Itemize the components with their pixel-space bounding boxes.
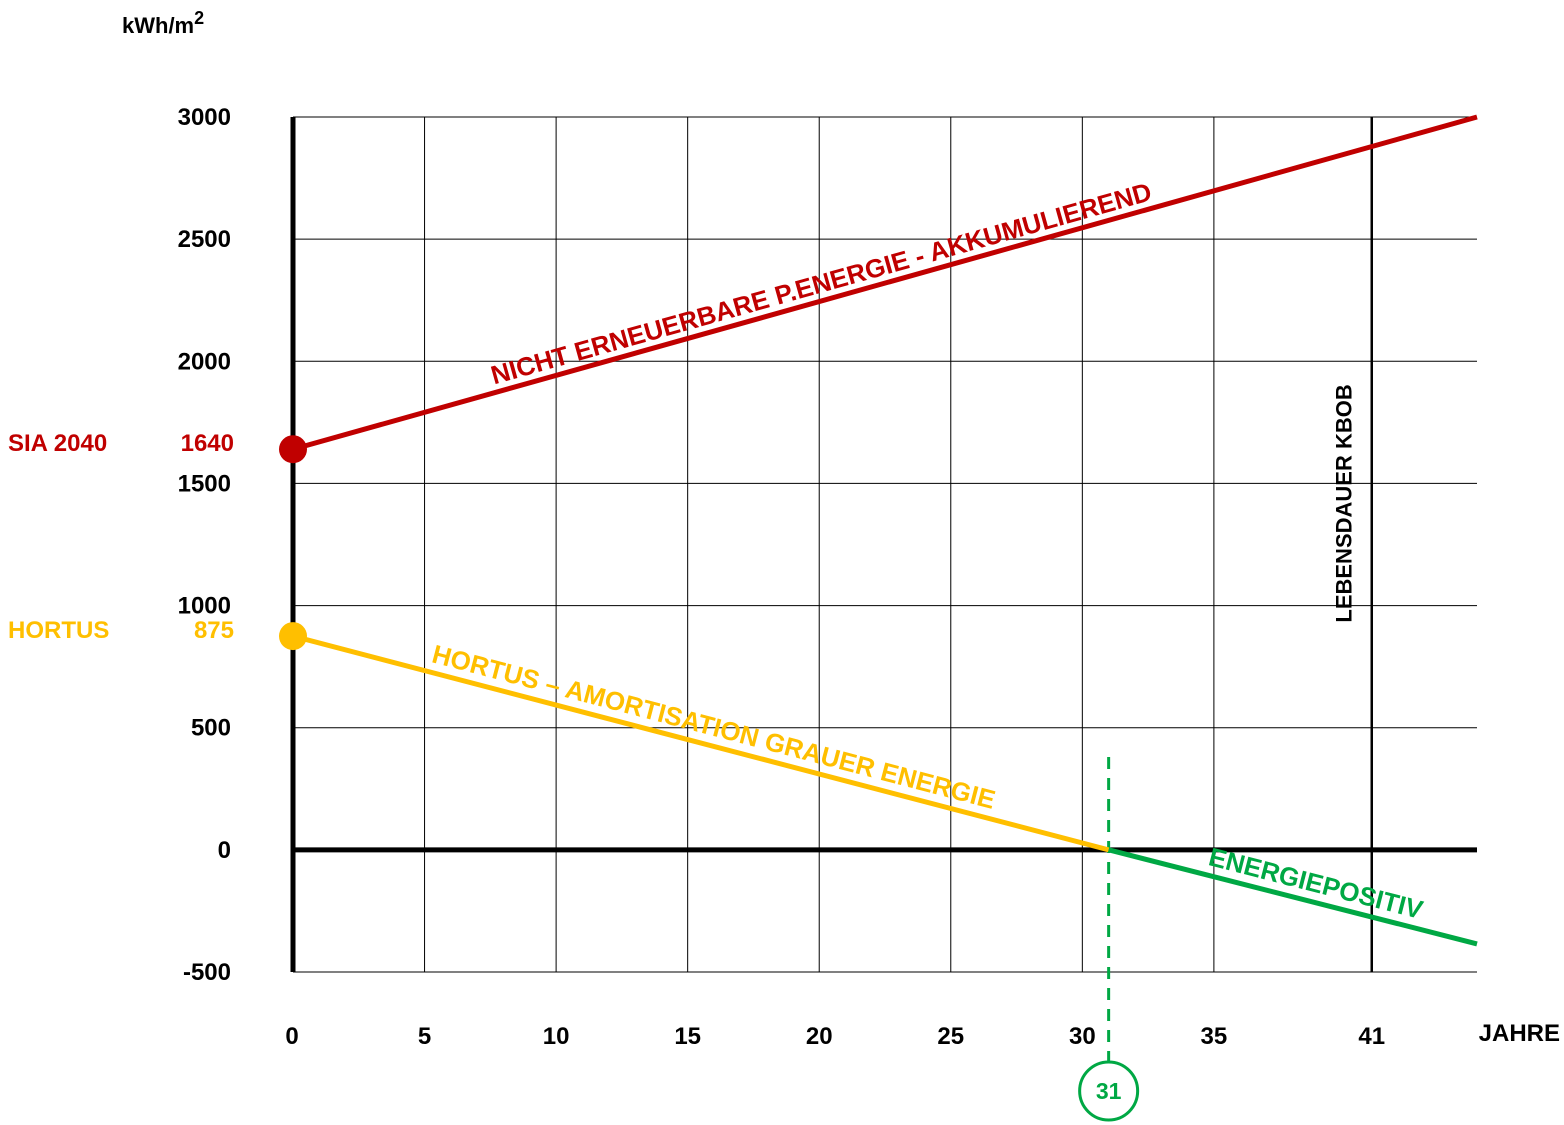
y-axis-title: kWh/m2 xyxy=(122,8,204,38)
y-tick-label-3000: 3000 xyxy=(178,104,231,131)
y-tick-label-1000: 1000 xyxy=(178,593,231,620)
series-label-0: NICHT ERNEUERBARE P.ENERGIE - AKKUMULIER… xyxy=(488,176,1155,390)
y-tick-label-2500: 2500 xyxy=(178,226,231,253)
y-tick-label-500: 500 xyxy=(191,715,231,742)
y-tick-label--500: -500 xyxy=(183,959,231,986)
y-tick-label-2000: 2000 xyxy=(178,348,231,375)
payback-circle xyxy=(1078,1060,1140,1122)
lifetime-label: LEBENSDAUER KBOB xyxy=(1332,384,1357,622)
x-tick-label-5: 5 xyxy=(418,1023,431,1050)
payback-label: 31 xyxy=(1096,1078,1122,1104)
start-marker-name-1: HORTUS xyxy=(8,617,109,644)
x-tick-label-15: 15 xyxy=(674,1023,701,1050)
x-tick-label-25: 25 xyxy=(937,1023,964,1050)
series-lines: NICHT ERNEUERBARE P.ENERGIE - AKKUMULIER… xyxy=(279,114,1478,947)
series-line-1 xyxy=(292,633,1110,853)
x-tick-label-0: 0 xyxy=(285,1023,298,1050)
start-marker-name-0: SIA 2040 xyxy=(8,430,107,457)
x-tick-label-41: 41 xyxy=(1358,1023,1385,1050)
x-tick-label-35: 35 xyxy=(1201,1023,1228,1050)
series-line-0 xyxy=(292,114,1478,452)
start-marker-value-0: 1640 xyxy=(181,430,234,457)
x-axis-title: JAHRE xyxy=(1479,1020,1560,1047)
start-marker-value-1: 875 xyxy=(194,617,234,644)
x-tick-label-20: 20 xyxy=(806,1023,833,1050)
series-line-2 xyxy=(1108,847,1478,947)
x-tick-label-10: 10 xyxy=(543,1023,570,1050)
x-tick-label-30: 30 xyxy=(1069,1023,1096,1050)
y-axis-title-superscript: 2 xyxy=(194,8,204,28)
y-tick-label-0: 0 xyxy=(218,837,231,864)
annotations: LEBENSDAUER KBOB 31 xyxy=(1078,117,1374,1122)
y-tick-label-1500: 1500 xyxy=(178,470,231,497)
series-label-1: HORTUS – AMORTISATION GRAUER ENERGIE xyxy=(429,639,998,815)
grid-lines xyxy=(293,116,1477,973)
start-marker-0 xyxy=(279,435,307,464)
axes xyxy=(290,117,1477,972)
start-marker-1 xyxy=(279,622,307,651)
